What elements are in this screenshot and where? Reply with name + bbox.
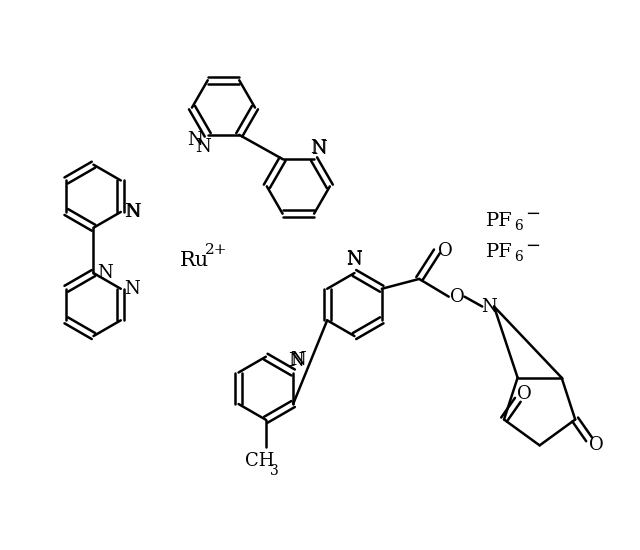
Text: O: O: [450, 288, 465, 306]
Text: CH: CH: [245, 452, 275, 470]
Text: N: N: [125, 203, 140, 221]
Text: N: N: [97, 264, 113, 282]
Text: N: N: [195, 138, 211, 156]
Text: −: −: [525, 205, 540, 223]
Text: N: N: [481, 298, 497, 316]
Text: N: N: [290, 351, 306, 369]
Text: N: N: [347, 250, 362, 268]
Text: N: N: [124, 203, 140, 221]
Text: PF: PF: [486, 243, 512, 261]
Text: N: N: [187, 131, 203, 149]
Text: 2+: 2+: [205, 244, 228, 257]
Text: PF: PF: [486, 212, 512, 230]
Text: −: −: [525, 236, 540, 255]
Text: 6: 6: [514, 250, 523, 264]
Text: 6: 6: [514, 219, 523, 233]
Text: N: N: [124, 280, 140, 298]
Text: Ru: Ru: [180, 251, 209, 270]
Text: O: O: [517, 385, 532, 403]
Text: N: N: [347, 251, 362, 270]
Text: N: N: [311, 140, 327, 158]
Text: N: N: [310, 139, 326, 157]
Text: N: N: [288, 351, 304, 370]
Text: O: O: [589, 436, 604, 454]
Text: 3: 3: [270, 464, 279, 478]
Text: O: O: [438, 243, 453, 260]
